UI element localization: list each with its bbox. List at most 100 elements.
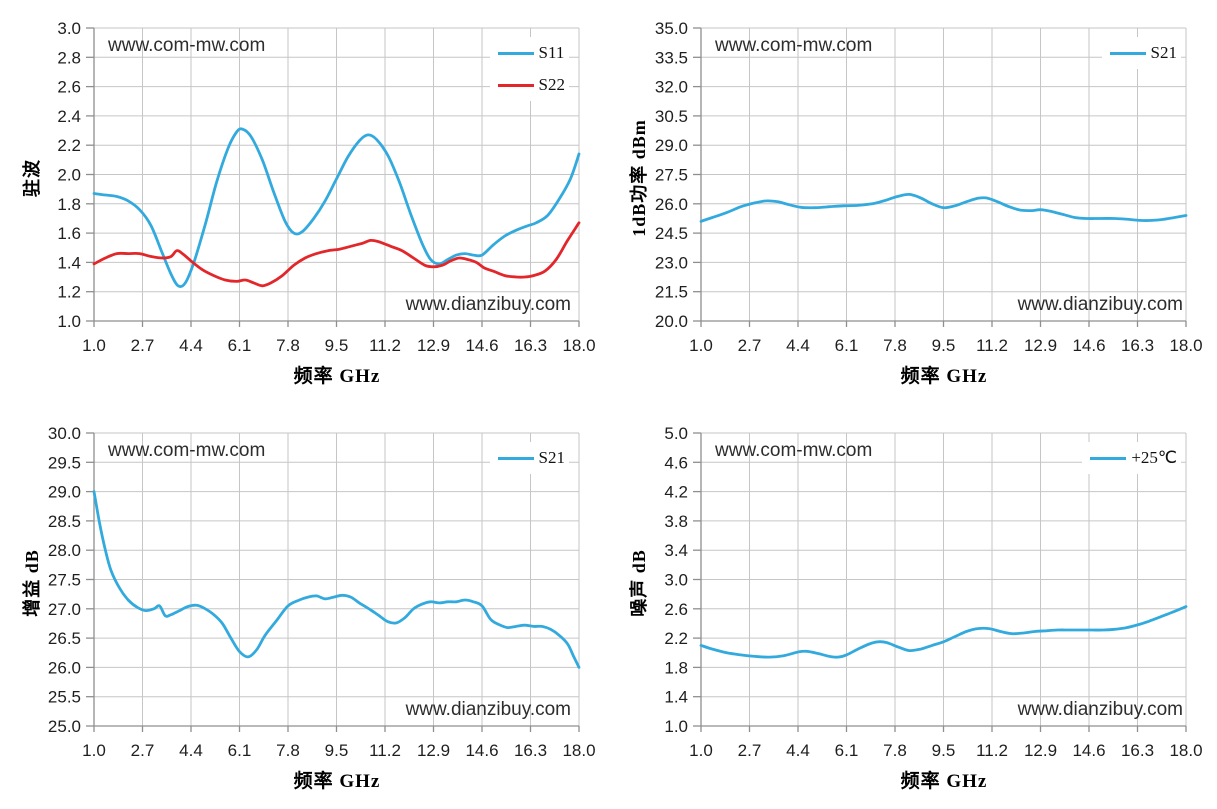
x-tick-label: 16.3	[1121, 336, 1154, 355]
y-tick-label: 4.6	[664, 453, 688, 472]
y-tick-label: 28.0	[48, 541, 81, 560]
x-tick-label: 1.0	[689, 741, 713, 760]
y-tick-label: 1.6	[57, 224, 81, 243]
legend: +25℃	[1082, 442, 1181, 474]
x-tick-label: 7.8	[883, 336, 907, 355]
x-tick-label: 1.0	[82, 336, 106, 355]
y-tick-label: 29.5	[48, 453, 81, 472]
x-tick-label: 12.9	[1024, 336, 1057, 355]
gain-plot-svg: 30.0 29.5 29.0 28.5 28.0 27.5 27.0 26.5 26.0 25.5…	[48, 424, 596, 760]
x-tick-label: 11.2	[976, 741, 1008, 760]
chart-vswr: 3.0 2.8 2.6 2.4 2.2 2.0 1.8 1.6 1.4 1.2 1.0 1.0 2.7 4…	[0, 0, 605, 402]
chart-gain: 30.0 29.5 29.0 28.5 28.0 27.5 27.0 26.5 26.0 25.5…	[0, 405, 605, 809]
y-tick-label: 2.2	[57, 136, 81, 155]
y-tick-label: 24.5	[655, 224, 688, 243]
x-tick-label: 11.2	[369, 336, 401, 355]
y-tick-label: 29.0	[655, 136, 688, 155]
x-tick-label: 14.6	[1072, 741, 1105, 760]
chart-noise: 5.0 4.6 4.2 3.8 3.4 3.0 2.6 2.2 1.8 1.4 1.0 1.0 2.7 4…	[607, 405, 1217, 809]
y-tick-label: 32.0	[655, 78, 688, 97]
y-tick-label: 2.6	[664, 600, 688, 619]
chart-p1db: 35.0 33.5 32.0 30.5 29.0 27.5 26.0 24.5 23.0 21.5…	[607, 0, 1217, 402]
x-tick-label: 6.1	[228, 741, 252, 760]
watermark-top-left: www.com-mw.com	[715, 35, 873, 56]
x-tick-label: 9.5	[932, 336, 956, 355]
x-tick-label: 14.6	[465, 336, 498, 355]
x-tick-label: 12.9	[1024, 741, 1057, 760]
x-axis-title: 频率 GHz	[900, 771, 988, 792]
legend-label: S22	[538, 75, 565, 94]
y-tick-label: 1.4	[57, 253, 81, 272]
p1db-plot-svg: 35.0 33.5 32.0 30.5 29.0 27.5 26.0 24.5 23.0 21.5…	[655, 19, 1203, 355]
y-tick-label: 25.5	[48, 688, 81, 707]
x-tick-label: 11.2	[369, 741, 401, 760]
x-tick-label: 9.5	[932, 741, 956, 760]
series-line-S21	[92, 490, 581, 669]
y-tick-label: 5.0	[664, 424, 688, 443]
x-tick-label: 4.4	[786, 336, 810, 355]
legend-line-sample	[1109, 51, 1146, 55]
y-tick-label: 2.8	[57, 48, 81, 67]
y-tick-label: 1.0	[57, 312, 81, 331]
x-tick-label: 1.0	[82, 741, 106, 760]
y-tick-label: 2.6	[57, 78, 81, 97]
legend-line-sample	[497, 51, 534, 55]
x-tick-label: 16.3	[514, 336, 547, 355]
y-tick-label: 2.0	[57, 166, 81, 185]
legend-line-sample	[497, 83, 534, 87]
y-tick-label: 4.2	[664, 483, 688, 502]
watermark-top-left: www.com-mw.com	[715, 440, 873, 461]
legend-label: S21	[1150, 43, 1177, 62]
x-tick-label: 4.4	[179, 741, 203, 760]
y-tick-label: 26.5	[48, 629, 81, 648]
x-axis-title: 频率 GHz	[293, 366, 381, 387]
legend-item-s22: S22	[497, 69, 565, 101]
y-tick-label: 26.0	[48, 658, 81, 677]
y-tick-label: 1.8	[57, 195, 81, 214]
x-tick-label: 11.2	[976, 336, 1008, 355]
y-tick-label: 30.5	[655, 107, 688, 126]
noise-plot-svg: 5.0 4.6 4.2 3.8 3.4 3.0 2.6 2.2 1.8 1.4 1.01.0 2.7 4…	[664, 424, 1202, 760]
x-tick-label: 7.8	[276, 336, 300, 355]
y-axis-title: 噪声 dB	[629, 549, 649, 617]
x-tick-label: 6.1	[835, 336, 859, 355]
x-tick-label: 14.6	[465, 741, 498, 760]
watermark-bottom-right: www.dianzibuy.com	[405, 294, 571, 315]
y-tick-label: 29.0	[48, 483, 81, 502]
x-tick-label: 16.3	[1121, 741, 1154, 760]
y-tick-label: 1.8	[664, 658, 688, 677]
legend-line-sample	[1090, 456, 1127, 460]
watermark-bottom-right: www.dianzibuy.com	[1017, 699, 1183, 720]
y-tick-label: 30.0	[48, 424, 81, 443]
x-tick-label: 6.1	[228, 336, 252, 355]
x-tick-label: 1.0	[689, 336, 713, 355]
y-tick-label: 3.4	[664, 541, 688, 560]
x-tick-label: 2.7	[738, 336, 762, 355]
x-tick-label: 2.7	[131, 741, 155, 760]
y-tick-label: 3.0	[664, 571, 688, 590]
y-tick-label: 3.0	[57, 19, 81, 38]
y-axis-title: 增益 dB	[22, 549, 42, 617]
series-line-+25℃	[699, 605, 1188, 659]
x-tick-label: 9.5	[325, 336, 349, 355]
x-tick-label: 7.8	[276, 741, 300, 760]
legend: S11 S22	[489, 37, 569, 101]
series-line-S22	[92, 221, 581, 288]
x-tick-label: 18.0	[1169, 336, 1202, 355]
y-tick-label: 27.5	[655, 166, 688, 185]
y-tick-label: 1.2	[57, 283, 81, 302]
y-axis-title: 驻波	[22, 159, 42, 197]
x-tick-label: 18.0	[1169, 741, 1202, 760]
y-tick-label: 3.8	[664, 512, 688, 531]
y-axis-title: 1dB功率 dBm	[629, 119, 649, 237]
series-line-S21	[699, 192, 1188, 223]
y-tick-label: 27.5	[48, 571, 81, 590]
x-tick-label: 6.1	[835, 741, 859, 760]
legend: S21	[489, 442, 569, 474]
legend-item-25c: +25℃	[1090, 442, 1177, 474]
y-tick-label: 1.4	[664, 688, 688, 707]
legend-label: +25℃	[1131, 448, 1177, 467]
y-tick-label: 20.0	[655, 312, 688, 331]
y-tick-label: 33.5	[655, 48, 688, 67]
legend-label: S11	[538, 43, 565, 62]
